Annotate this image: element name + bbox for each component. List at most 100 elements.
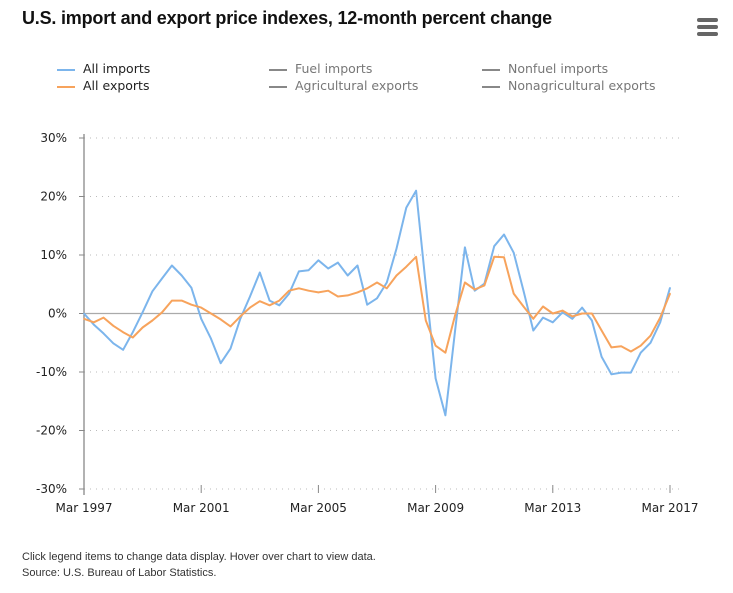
footer-note: Click legend items to change data displa… xyxy=(22,551,376,563)
data-point xyxy=(571,315,574,318)
legend-swatch xyxy=(269,68,287,71)
data-point xyxy=(639,351,642,354)
data-point xyxy=(405,265,408,268)
data-point xyxy=(239,317,242,320)
legend-item-nonagricultural-exports[interactable]: Nonagricultural exports xyxy=(482,78,655,93)
data-point xyxy=(190,303,193,306)
series-line-all-imports xyxy=(83,189,671,417)
x-tick-label: Mar 2005 xyxy=(290,501,347,515)
data-point xyxy=(161,311,163,314)
legend-swatch xyxy=(269,85,287,88)
data-point xyxy=(356,264,359,267)
data-point xyxy=(405,206,408,209)
data-point xyxy=(385,281,388,284)
data-point xyxy=(268,299,271,302)
data-point xyxy=(522,305,525,308)
legend-item-fuel-imports[interactable]: Fuel imports xyxy=(269,61,372,76)
data-point xyxy=(483,284,486,287)
data-point xyxy=(239,315,242,318)
data-point xyxy=(591,319,593,322)
data-point xyxy=(112,324,115,327)
data-point xyxy=(171,264,173,267)
data-point xyxy=(249,295,251,298)
data-point xyxy=(151,319,154,322)
footer-source: Source: U.S. Bureau of Labor Statistics. xyxy=(22,567,217,579)
data-point xyxy=(92,323,95,326)
y-tick-label: 10% xyxy=(40,248,67,262)
legend-item-agricultural-exports[interactable]: Agricultural exports xyxy=(269,78,418,93)
legend-item-all-imports[interactable]: All imports xyxy=(57,61,150,76)
data-point xyxy=(434,377,437,380)
data-point xyxy=(425,319,427,322)
data-point xyxy=(112,342,115,345)
data-point xyxy=(298,270,300,273)
data-point xyxy=(639,344,642,347)
data-point xyxy=(493,245,496,248)
data-point xyxy=(180,299,183,302)
data-point xyxy=(249,306,251,309)
data-point xyxy=(346,274,349,277)
data-point xyxy=(591,312,593,315)
data-point xyxy=(503,233,505,236)
data-point xyxy=(288,292,290,295)
data-point xyxy=(561,309,564,312)
data-point xyxy=(317,291,320,294)
legend-item-nonfuel-imports[interactable]: Nonfuel imports xyxy=(482,61,608,76)
data-point xyxy=(444,351,447,354)
data-point xyxy=(669,286,671,289)
data-point xyxy=(659,321,662,324)
data-point xyxy=(161,277,163,280)
data-point xyxy=(278,299,281,302)
legend-label: All exports xyxy=(83,78,150,93)
data-point xyxy=(473,288,476,291)
series-line-all-exports xyxy=(83,255,671,354)
data-point xyxy=(346,294,349,297)
legend-swatch xyxy=(57,85,75,88)
data-point xyxy=(493,255,496,258)
data-point xyxy=(522,289,525,292)
data-point xyxy=(307,289,310,292)
data-point xyxy=(649,334,652,337)
data-point xyxy=(132,336,134,339)
legend-item-all-exports[interactable]: All exports xyxy=(57,78,149,93)
y-tick-label: 20% xyxy=(40,190,67,204)
data-point xyxy=(571,317,574,320)
data-point xyxy=(581,306,583,309)
data-point xyxy=(366,287,369,290)
data-point xyxy=(180,274,183,277)
data-point xyxy=(132,331,134,334)
legend-swatch xyxy=(482,85,500,88)
legend-label: Agricultural exports xyxy=(295,78,419,93)
y-tick-label: -20% xyxy=(36,424,67,438)
chart-title: U.S. import and export price indexes, 12… xyxy=(22,8,552,28)
data-point xyxy=(288,289,290,292)
data-point xyxy=(464,246,466,249)
legend-label: All imports xyxy=(83,61,151,76)
data-point xyxy=(600,355,603,358)
x-tick-label: Mar 2009 xyxy=(407,501,464,515)
data-point xyxy=(385,287,388,290)
data-point xyxy=(356,291,359,294)
data-point xyxy=(552,321,554,324)
data-point xyxy=(122,348,124,351)
legend-label: Fuel imports xyxy=(295,61,373,76)
data-point xyxy=(630,371,632,374)
data-point xyxy=(200,306,202,309)
data-point xyxy=(268,304,271,307)
data-point xyxy=(366,303,369,306)
x-tick-label: Mar 2017 xyxy=(642,501,699,515)
data-point xyxy=(620,345,622,348)
data-point xyxy=(327,289,329,292)
data-point xyxy=(151,290,154,293)
data-point xyxy=(210,312,212,315)
data-point xyxy=(669,292,671,295)
data-point xyxy=(659,316,662,319)
data-point xyxy=(219,318,222,321)
data-point xyxy=(337,295,339,298)
footer: Click legend items to change data displa… xyxy=(22,549,376,581)
data-point xyxy=(454,314,456,317)
data-point xyxy=(327,267,329,270)
hamburger-menu-icon[interactable] xyxy=(697,18,718,36)
